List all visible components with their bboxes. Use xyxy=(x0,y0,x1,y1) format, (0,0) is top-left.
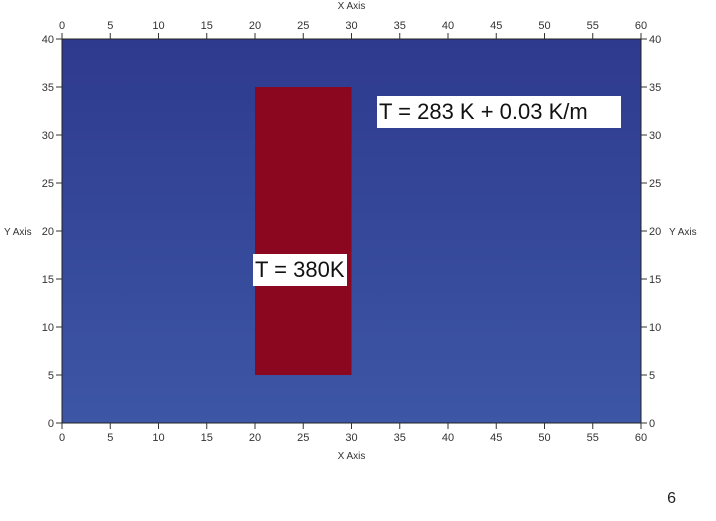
x-tick-label-top: 25 xyxy=(297,20,309,32)
x-tick-label-top: 10 xyxy=(152,20,164,32)
y-tick-label-right: 15 xyxy=(649,274,661,286)
x-tick-label-top: 15 xyxy=(201,20,213,32)
x-tick-label-top: 35 xyxy=(394,20,406,32)
x-tick-label-bottom: 20 xyxy=(249,432,261,444)
axis-ticks: 0055101015152020252530303535404045455050… xyxy=(42,20,662,444)
y-tick-label-right: 40 xyxy=(649,34,661,46)
x-tick-label-bottom: 60 xyxy=(635,432,647,444)
x-tick-label-top: 0 xyxy=(59,20,65,32)
y-axis-title-left: Y Axis xyxy=(4,227,32,238)
y-tick-label-right: 25 xyxy=(649,178,661,190)
y-tick-label-right: 20 xyxy=(649,226,661,238)
y-tick-label-left: 15 xyxy=(42,274,54,286)
block-temperature-annotation: T = 380K xyxy=(253,254,347,286)
y-tick-label-right: 30 xyxy=(649,130,661,142)
x-tick-label-bottom: 40 xyxy=(442,432,454,444)
x-tick-label-bottom: 50 xyxy=(538,432,550,444)
y-tick-label-left: 25 xyxy=(42,178,54,190)
x-tick-label-top: 30 xyxy=(345,20,357,32)
background-temperature-annotation: T = 283 K + 0.03 K/m xyxy=(377,96,621,128)
x-tick-label-top: 45 xyxy=(490,20,502,32)
x-tick-label-bottom: 45 xyxy=(490,432,502,444)
y-tick-label-left: 35 xyxy=(42,82,54,94)
x-tick-label-bottom: 0 xyxy=(59,432,65,444)
x-tick-label-top: 40 xyxy=(442,20,454,32)
x-tick-label-top: 60 xyxy=(635,20,647,32)
x-tick-label-top: 50 xyxy=(538,20,550,32)
hot-block-region xyxy=(255,87,352,375)
y-tick-label-right: 35 xyxy=(649,82,661,94)
x-tick-label-bottom: 35 xyxy=(394,432,406,444)
y-tick-label-left: 30 xyxy=(42,130,54,142)
x-tick-label-top: 55 xyxy=(587,20,599,32)
x-tick-label-top: 20 xyxy=(249,20,261,32)
y-tick-label-right: 10 xyxy=(649,322,661,334)
y-tick-label-left: 10 xyxy=(42,322,54,334)
y-tick-label-right: 5 xyxy=(649,370,655,382)
x-tick-label-bottom: 25 xyxy=(297,432,309,444)
x-axis-title-bottom: X Axis xyxy=(338,451,366,462)
x-tick-label-bottom: 10 xyxy=(152,432,164,444)
y-tick-label-left: 5 xyxy=(48,370,54,382)
x-axis-title-top: X Axis xyxy=(338,1,366,12)
x-tick-label-bottom: 55 xyxy=(587,432,599,444)
y-axis-title-right: Y Axis xyxy=(669,227,697,238)
x-tick-label-bottom: 5 xyxy=(107,432,113,444)
y-tick-label-left: 20 xyxy=(42,226,54,238)
x-tick-label-bottom: 30 xyxy=(345,432,357,444)
page-number: 6 xyxy=(667,490,676,507)
y-tick-label-right: 0 xyxy=(649,418,655,430)
y-tick-label-left: 40 xyxy=(42,34,54,46)
x-tick-label-top: 5 xyxy=(107,20,113,32)
y-tick-label-left: 0 xyxy=(48,418,54,430)
x-tick-label-bottom: 15 xyxy=(201,432,213,444)
